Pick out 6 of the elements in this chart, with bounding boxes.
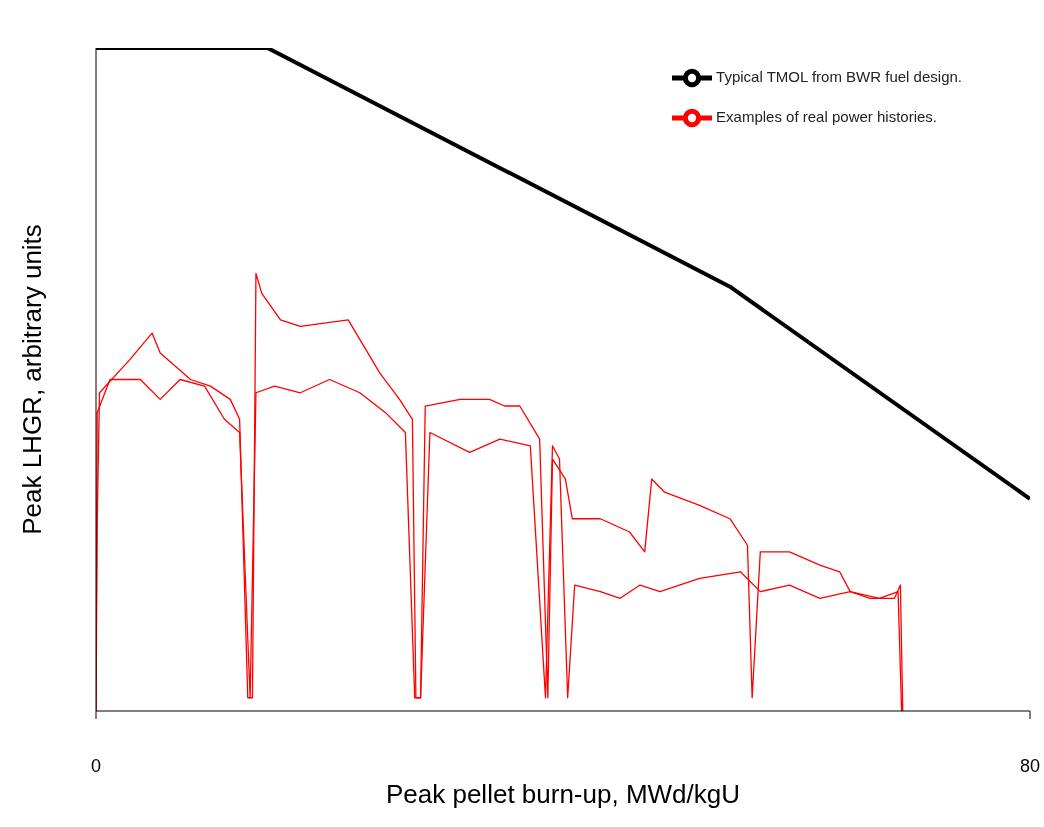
y-axis-title: Peak LHGR, arbitrary units <box>17 224 48 535</box>
legend-label: Typical TMOL from BWR fuel design. <box>716 67 962 85</box>
legend-label: Examples of real power histories. <box>716 107 938 125</box>
x-axis-title: Peak pellet burn-up, MWd/kgU <box>385 779 741 809</box>
x-tick-label: 0 <box>90 755 102 776</box>
x-tick-label: 80 <box>1019 755 1041 776</box>
